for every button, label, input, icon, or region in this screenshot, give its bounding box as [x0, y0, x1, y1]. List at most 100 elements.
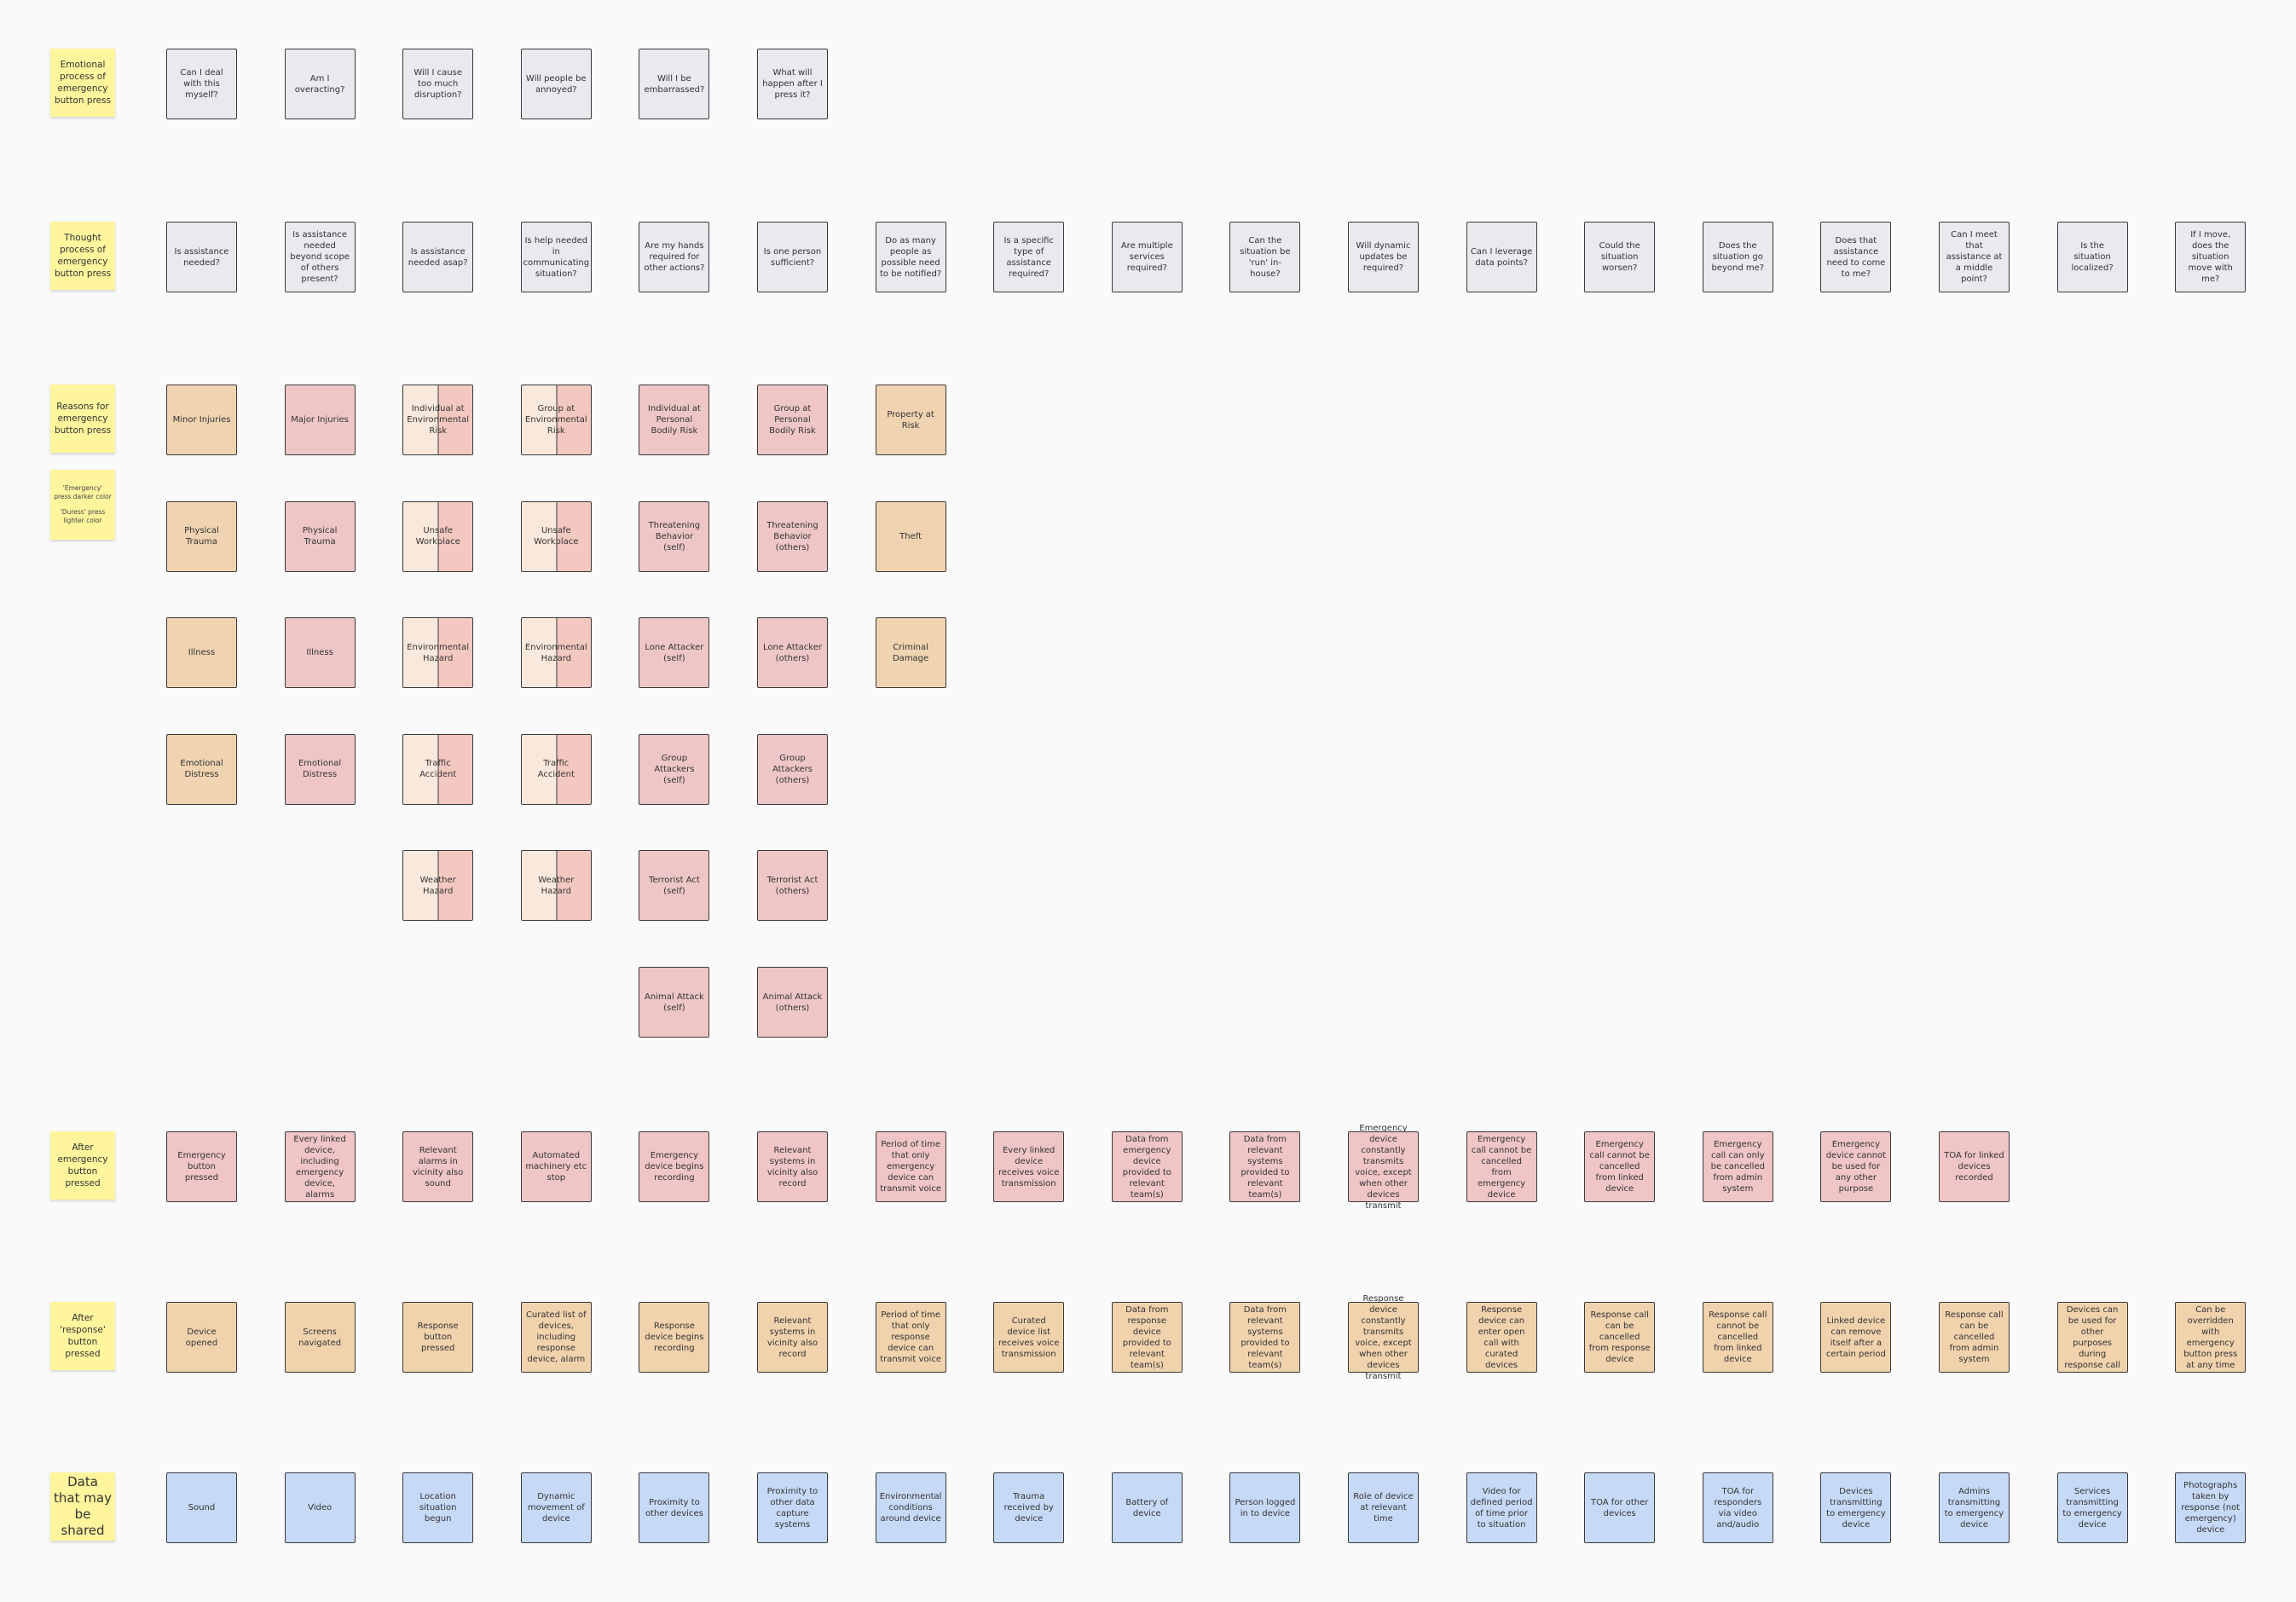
- section-label: Thought process of emergency button pres…: [50, 222, 115, 290]
- sticky-card: Emergency call can only be cancelled fro…: [1702, 1131, 1773, 1202]
- sticky-card: Relevant systems in vicinity also record: [757, 1131, 828, 1202]
- sticky-card: Role of device at relevant time: [1348, 1472, 1419, 1543]
- sticky-card: Services transmitting to emergency devic…: [2056, 1472, 2128, 1543]
- sticky-card: Period of time that only response device…: [875, 1302, 946, 1373]
- sticky-card: Group Attackers (self): [639, 733, 710, 805]
- sticky-card: Video for defined period of time prior t…: [1466, 1472, 1537, 1543]
- sticky-card: Terrorist Act (self): [639, 850, 710, 922]
- sticky-card: Emotional Distress: [166, 733, 237, 805]
- sticky-card: Animal Attack (self): [639, 967, 710, 1038]
- sticky-card: Will people be annoyed?: [520, 49, 592, 119]
- sticky-card: Is assistance needed asap?: [402, 222, 474, 292]
- sticky-card: Emergency call cannot be cancelled from …: [1466, 1131, 1537, 1202]
- legend-text: 'Emergency' press darker color: [54, 484, 112, 500]
- sticky-card: Is one person sufficient?: [757, 222, 828, 292]
- sticky-card: Trauma received by device: [993, 1472, 1065, 1543]
- sticky-card: Emergency device begins recording: [639, 1131, 710, 1202]
- sticky-card: Can I meet that assistance at a middle p…: [1939, 222, 2010, 292]
- section-label: After emergency button pressed: [50, 1131, 115, 1200]
- sticky-card: Threatening Behavior (others): [757, 500, 828, 572]
- sticky-card: Physical Trauma: [166, 500, 237, 572]
- sticky-card: What will happen after I press it?: [757, 49, 828, 119]
- sticky-card: Period of time that only emergency devic…: [875, 1131, 946, 1202]
- sticky-card: Environmental conditions around device: [875, 1472, 946, 1543]
- sticky-card: Device opened: [166, 1302, 237, 1373]
- sticky-card: Unsafe Workplace: [520, 500, 592, 572]
- section-label: Data that may be shared: [50, 1472, 115, 1541]
- sticky-card: Relevant alarms in vicinity also sound: [402, 1131, 474, 1202]
- sticky-card: Dynamic movement of device: [520, 1472, 592, 1543]
- sticky-card: Response button pressed: [402, 1302, 474, 1373]
- sticky-card: Could the situation worsen?: [1584, 222, 1656, 292]
- sticky-card: Location situation begun: [402, 1472, 474, 1543]
- sticky-card: Screens navigated: [284, 1302, 356, 1373]
- sticky-card: Will dynamic updates be required?: [1348, 222, 1419, 292]
- sticky-card: Response call cannot be cancelled from l…: [1702, 1302, 1773, 1373]
- section-label: After 'response' button pressed: [50, 1302, 115, 1370]
- sticky-card: TOA for responders via video and/audio: [1702, 1472, 1773, 1543]
- sticky-card: Photographs taken by response (not emerg…: [2175, 1472, 2247, 1543]
- sticky-card: Major Injuries: [284, 385, 356, 455]
- sticky-card: Criminal Damage: [875, 617, 946, 689]
- sticky-card: Weather Hazard: [402, 850, 474, 922]
- sticky-card: Will I cause too much disruption?: [402, 49, 474, 119]
- sticky-card: Emotional Distress: [284, 733, 356, 805]
- sticky-card: Data from emergency device provided to r…: [1111, 1131, 1183, 1202]
- sticky-card: If I move, does the situation move with …: [2175, 222, 2247, 292]
- sticky-card: Proximity to other data capture systems: [757, 1472, 828, 1543]
- sticky-card: Am I overacting?: [284, 49, 356, 119]
- sticky-card: Response device constantly transmits voi…: [1348, 1294, 1419, 1381]
- sticky-card: Property at Risk: [875, 385, 946, 455]
- sticky-card: Every linked device receives voice trans…: [993, 1131, 1065, 1202]
- sticky-card: Emergency device cannot be used for any …: [1820, 1131, 1892, 1202]
- sticky-card: Environmental Hazard: [520, 617, 592, 689]
- sticky-card: Individual at Environmental Risk: [402, 385, 474, 455]
- legend-text: 'Duress' press lighter color: [60, 508, 106, 524]
- sticky-card: Theft: [875, 500, 946, 572]
- sticky-card: Emergency button pressed: [166, 1131, 237, 1202]
- sticky-card: Environmental Hazard: [402, 617, 474, 689]
- sticky-card: Admins transmitting to emergency device: [1939, 1472, 2010, 1543]
- sticky-card: Relevant systems in vicinity also record: [757, 1302, 828, 1373]
- sticky-card: Response call can be cancelled from resp…: [1584, 1302, 1656, 1373]
- sticky-card: Proximity to other devices: [639, 1472, 710, 1543]
- sticky-card: Can the situation be 'run' in-house?: [1229, 222, 1301, 292]
- sticky-card: Physical Trauma: [284, 500, 356, 572]
- sticky-card: Curated device list receives voice trans…: [993, 1302, 1065, 1373]
- sticky-card: Are my hands required for other actions?: [639, 222, 710, 292]
- sticky-card: Individual at Personal Bodily Risk: [639, 385, 710, 455]
- section-label: Emotional process of emergency button pr…: [50, 49, 115, 117]
- sticky-card: Battery of device: [1111, 1472, 1183, 1543]
- sticky-card: Is the situation localized?: [2056, 222, 2128, 292]
- sticky-card: Emergency device constantly transmits vo…: [1348, 1124, 1419, 1211]
- sticky-card: Group Attackers (others): [757, 733, 828, 805]
- sticky-card: Weather Hazard: [520, 850, 592, 922]
- sticky-card: Traffic Accident: [402, 733, 474, 805]
- sticky-card: Is assistance needed beyond scope of oth…: [284, 222, 356, 292]
- sticky-card: TOA for other devices: [1584, 1472, 1656, 1543]
- sticky-card: Response device begins recording: [639, 1302, 710, 1373]
- legend-note: 'Emergency' press darker color 'Duress' …: [50, 470, 115, 540]
- sticky-card: Traffic Accident: [520, 733, 592, 805]
- sticky-card: Can I deal with this myself?: [166, 49, 237, 119]
- sticky-card: Are multiple services required?: [1111, 222, 1183, 292]
- sticky-card: Is a specific type of assistance require…: [993, 222, 1065, 292]
- sticky-card: Data from relevant systems provided to r…: [1229, 1302, 1301, 1373]
- sticky-card: Response device can enter open call with…: [1466, 1302, 1537, 1373]
- sticky-card: Is assistance needed?: [166, 222, 237, 292]
- sticky-card: Animal Attack (others): [757, 967, 828, 1038]
- sticky-card: Data from response device provided to re…: [1111, 1302, 1183, 1373]
- sticky-card: Group at Personal Bodily Risk: [757, 385, 828, 455]
- sticky-card: Can be overridden with emergency button …: [2175, 1302, 2247, 1373]
- sticky-card: Curated list of devices, including respo…: [520, 1302, 592, 1373]
- sticky-card: Sound: [166, 1472, 237, 1543]
- sticky-card: Lone Attacker (self): [639, 617, 710, 689]
- sticky-card: Will I be embarrassed?: [639, 49, 710, 119]
- sticky-card: Emergency call cannot be cancelled from …: [1584, 1131, 1656, 1202]
- sticky-card: Video: [284, 1472, 356, 1543]
- sticky-card: Response call can be cancelled from admi…: [1939, 1302, 2010, 1373]
- sticky-card: Do as many people as possible need to be…: [875, 222, 946, 292]
- sticky-card: Minor Injuries: [166, 385, 237, 455]
- sticky-card: Does that assistance need to come to me?: [1820, 222, 1892, 292]
